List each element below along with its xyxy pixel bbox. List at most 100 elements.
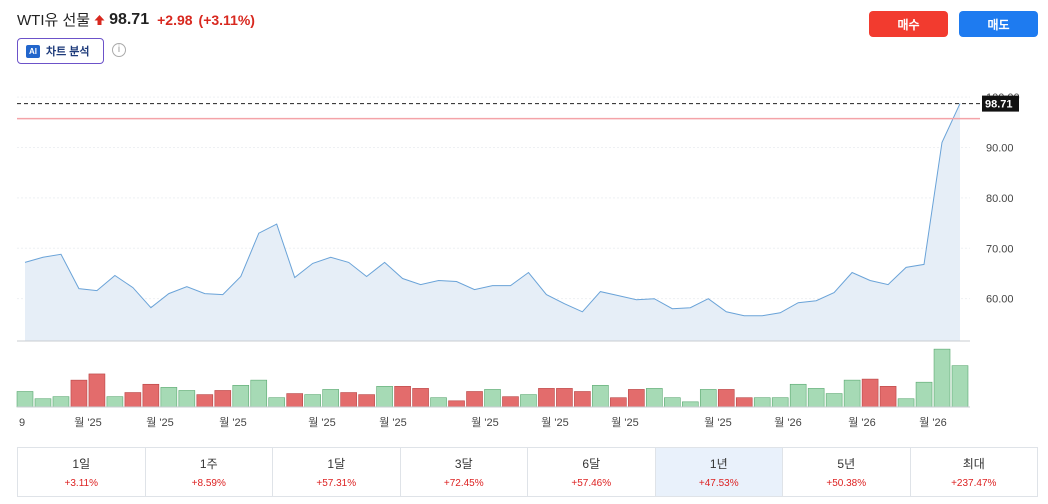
volume-bar [286,393,304,408]
period-change: +237.47% [951,478,997,489]
volume-bar [358,394,375,408]
volume-bar [178,390,196,408]
sell-button[interactable]: 매도 [959,11,1038,37]
period-label: 5년 [837,457,856,471]
period-tab[interactable]: 최대 +237.47% [911,448,1038,496]
volume-bar [196,394,214,408]
period-tab[interactable]: 1주 +8.59% [146,448,273,496]
x-tick-label: 월 '25 [541,416,569,429]
volume-bar [879,386,897,408]
volume-bar [124,392,142,408]
volume-bar [646,388,663,408]
volume-bar [412,388,429,408]
period-label: 최대 [962,457,985,471]
volume-bar [52,396,70,408]
price-line [24,103,961,317]
period-label: 1달 [327,457,346,471]
ai-analysis-button[interactable]: AI 차트 분석 [17,38,104,64]
volume-bar [502,396,519,408]
volume-bar [430,397,447,408]
volume-bar [664,397,681,408]
period-change: +50.38% [826,478,867,489]
period-label: 1년 [709,457,728,471]
x-tick-label: 월 '26 [919,416,947,429]
volume-bar [556,388,573,408]
volume-bar [34,398,52,408]
volume-bar [753,397,771,408]
volume-bar [106,396,124,408]
y-tick-label: 80.00 [986,193,1014,205]
x-tick-label: 월 '26 [774,416,802,429]
volume-bar [897,398,915,408]
buy-button[interactable]: 매수 [869,11,948,37]
period-label: 1주 [199,457,218,471]
volume-bar [574,391,591,408]
x-tick-label: 월 '26 [848,416,876,429]
last-price-label: 98.71 [985,99,1013,111]
volume-bar [214,390,232,408]
header: WTI유 선물 98.71 +2.98 (+3.11%) [17,9,255,30]
price: 98.71 [109,10,150,28]
period-label: 6달 [582,457,601,471]
x-tick-label: 월 '25 [219,416,247,429]
volume-bar [268,397,286,408]
period-tab[interactable]: 6달 +57.46% [528,448,656,496]
ai-badge: AI [26,44,40,58]
volume-bar [771,397,789,408]
volume-bar [160,387,178,408]
volume-bar [735,397,753,408]
period-label: 3달 [454,457,473,471]
x-tick-label: 월 '25 [611,416,639,429]
volume-bar [915,381,933,408]
volume-bar [789,383,807,408]
period-tab[interactable]: 5년 +50.38% [783,448,911,496]
volume-bar [610,397,627,408]
volume-bar [717,389,735,408]
period-tab[interactable]: 1달 +57.31% [273,448,401,496]
volume-bar [484,389,501,408]
volume-bar [16,391,34,408]
y-tick-label: 70.00 [986,243,1014,255]
period-tab[interactable]: 3달 +72.45% [401,448,528,496]
last-price-box [982,95,1019,112]
price-area [25,103,960,341]
up-arrow [94,14,105,25]
volume-bar [394,386,411,408]
period-tabs: 1일 +3.11% 1주 +8.59% 1달 +57.31% 3달 +72.45% 6달 +57.… [17,447,1038,497]
period-change: +8.59% [191,478,226,489]
x-tick-label: 월 '25 [74,416,102,429]
volume-bar [699,389,717,408]
volume-bar [70,379,88,408]
volume-bar [538,388,555,408]
x-tick-label: 월 '25 [704,416,732,429]
x-tick-label: 9 [19,417,25,429]
y-tick-label: 90.00 [986,142,1014,154]
volume-bar [322,389,339,408]
volume-bar [807,388,825,408]
volume-bar [340,392,357,408]
period-tab[interactable]: 1년 +47.53% [655,448,783,496]
period-tab[interactable]: 1일 +3.11% [18,448,146,496]
x-tick-label: 월 '25 [308,416,336,429]
volume-bar [466,391,483,408]
volume-bar [448,400,465,408]
chart: 60.0070.0080.0090.00100.00Investing.com9… [16,92,1020,429]
volume-bar [88,373,106,408]
instrument-title: WTI유 선물 [17,12,91,29]
x-tick-label: 월 '25 [146,416,174,429]
period-change: +47.53% [698,478,739,489]
volume-bar [250,379,268,408]
info-icon[interactable]: i [112,43,126,57]
volume-bar [520,394,537,408]
volume-bar [376,386,393,408]
volume-bar [825,393,843,408]
volume-bar [628,389,645,408]
volume-bar [951,365,969,408]
x-tick-label: 월 '25 [379,416,407,429]
ai-button-label: 차트 분석 [46,46,90,58]
y-tick-label: 60.00 [986,294,1014,306]
volume-bar [304,394,321,408]
volume-bar [933,348,951,408]
x-tick-label: 월 '25 [471,416,499,429]
